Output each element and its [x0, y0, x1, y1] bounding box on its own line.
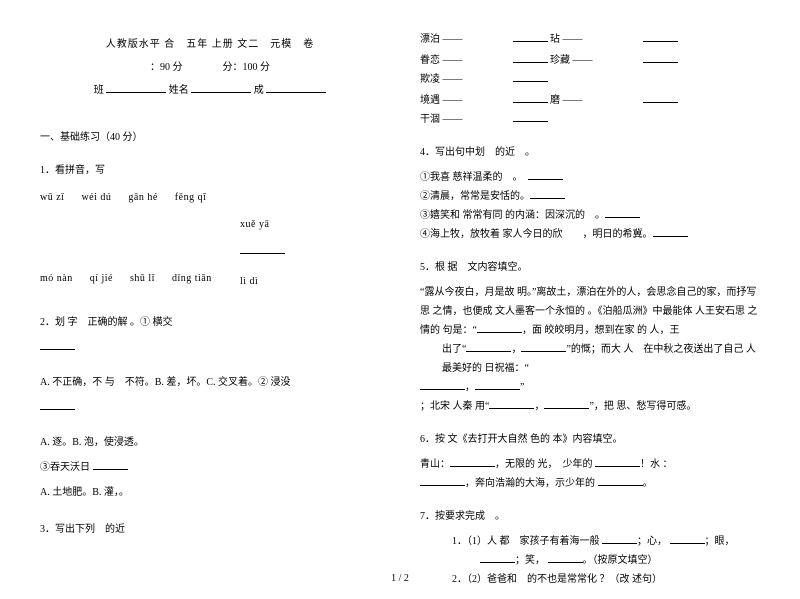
q4-l1: ①我喜 慈祥温柔的 。: [420, 168, 760, 187]
q4-l4: ④海上牧，放牧着 家人今日的欣 ，明日的希冀。: [420, 225, 760, 244]
blank: [450, 458, 495, 468]
vocab: 眷恋 ——: [420, 51, 510, 70]
vocab: 玷 ——: [550, 30, 640, 49]
pinyin: qí jié: [90, 269, 113, 288]
q5-p2: 出了“，”的慨；而大 人 在中秋之夜送出了自己 人最美好的 日祝福：“: [420, 340, 760, 378]
blank: [643, 33, 678, 43]
pinyin: fēng qī: [175, 188, 207, 207]
q6-p1: 青山：，无限的 光， 少年的 ！水 ：: [420, 455, 760, 474]
q2-blank: [40, 338, 380, 357]
q2-sub3: ③吞天沃日: [40, 458, 380, 477]
pinyin-row-1b: xuě yā: [40, 215, 380, 234]
blank: [40, 401, 75, 411]
q5-p2b: ，”: [420, 378, 760, 397]
q4-l3: ③嬉笑和 常常有同 的内涵：因深沉的 。: [420, 206, 760, 225]
blank: [548, 554, 583, 564]
section-1-title: 一、基础练习（40 分）: [40, 128, 380, 147]
blank: [513, 94, 548, 104]
vocab-row-2: 眷恋 —— 珍藏 —— 欺凌 ——: [420, 51, 760, 89]
blank: [40, 341, 75, 351]
vocab: 干涸 ——: [420, 110, 510, 129]
blank: [420, 477, 465, 487]
pinyin: mó nàn: [40, 269, 73, 288]
score-label: 分：100 分: [223, 62, 271, 73]
vocab: 境遇 ——: [420, 91, 510, 110]
blank: [477, 324, 522, 334]
q6-title: 6．按 文《去打开大自然 色的 本》内容填空。: [420, 430, 760, 449]
vocab: 漂泊 ——: [420, 30, 510, 49]
q6-p2: ，奔向浩瀚的大海，示少年的 。: [420, 474, 760, 493]
blank: [605, 209, 640, 219]
blank: [643, 94, 678, 104]
title: 人教版水平 合 五年 上册 文二 元模 卷: [40, 35, 380, 54]
q5-p1: “露从今夜白，月是故 明。”离故土，漂泊在外的人，会思念自己的家，而抒写思 之情…: [420, 283, 760, 340]
blank-row: [40, 242, 380, 261]
vocab-row-3: 境遇 —— 磨 —— 干涸 ——: [420, 91, 760, 129]
vocab: 磨 ——: [550, 91, 640, 110]
q1-title: 1．看拼音，写: [40, 161, 380, 180]
q2-blank2: [40, 398, 380, 417]
blank: [602, 535, 637, 545]
vocab: 珍藏 ——: [550, 51, 640, 70]
time-label: ：90 分: [150, 62, 183, 73]
blank: [466, 343, 511, 353]
q4-title: 4．写出句中划 的近 。: [420, 143, 760, 162]
pinyin: lì dì: [240, 272, 258, 291]
vocab: 欺凌 ——: [420, 70, 510, 89]
pinyin: wéi dú: [81, 188, 111, 207]
q2-title: 2．划 字 正确的解 。① 横交: [40, 313, 380, 332]
blank: [513, 113, 548, 123]
pinyin: dǐng tiān: [172, 269, 212, 288]
blank: [513, 73, 548, 83]
name-blank: [191, 84, 251, 94]
name-label: 姓名: [169, 85, 189, 96]
q4-l2: ②清晨，常常是安恬的。: [420, 187, 760, 206]
blank: [670, 535, 705, 545]
grade-blank: [266, 84, 326, 94]
blank: [544, 400, 589, 410]
q7-title: 7．按要求完成 。: [420, 507, 760, 526]
blank: [528, 171, 563, 181]
info-line: 班 姓名 成: [40, 81, 380, 100]
q2-opt2: A. 逐。B. 泡，使浸透。: [40, 433, 380, 452]
blank: [530, 190, 565, 200]
blank: [513, 54, 548, 64]
pinyin-row-1: wū zǐ wéi dú gān hé fēng qī: [40, 188, 380, 207]
blank: [475, 381, 520, 391]
pinyin: wū zǐ: [40, 188, 64, 207]
blank: [513, 33, 548, 43]
blank: [480, 554, 515, 564]
page-number: 1 / 2: [0, 573, 800, 584]
blank: [420, 381, 465, 391]
blank: [595, 458, 640, 468]
q7-l1b: ；笑， 。（按原文填空）: [420, 551, 760, 570]
pinyin: gān hé: [128, 188, 157, 207]
blank: [93, 461, 128, 471]
vocab-row-1: 漂泊 —— 玷 ——: [420, 30, 760, 49]
pinyin: shū lǐ: [130, 269, 155, 288]
class-label: 班: [94, 85, 104, 96]
blank: [489, 400, 534, 410]
q2-opt3: A. 土地肥。B. 灌，。: [40, 483, 380, 502]
pinyin: xuě yā: [240, 215, 269, 234]
subtitle: ：90 分 分：100 分: [40, 58, 380, 77]
q5-title: 5．根 据 文内容填空。: [420, 258, 760, 277]
blank: [653, 228, 688, 238]
q2-opt1: A. 不正确，不 与 不符。B. 差，坏。C. 交叉着。② 浸没: [40, 373, 380, 392]
q3-title: 3．写出下列 的近: [40, 520, 380, 539]
blank: [643, 54, 678, 64]
blank: [240, 245, 285, 255]
grade-label: 成: [254, 85, 264, 96]
q5-p3: ；北宋 人秦 用“，”，把 思、愁写得可感。: [420, 397, 760, 416]
blank: [521, 343, 566, 353]
q7-l1: 1．（1）人 都 家孩子有着海一般 ；心， ；眼，: [420, 532, 760, 551]
blank: [598, 477, 643, 487]
class-blank: [106, 84, 166, 94]
